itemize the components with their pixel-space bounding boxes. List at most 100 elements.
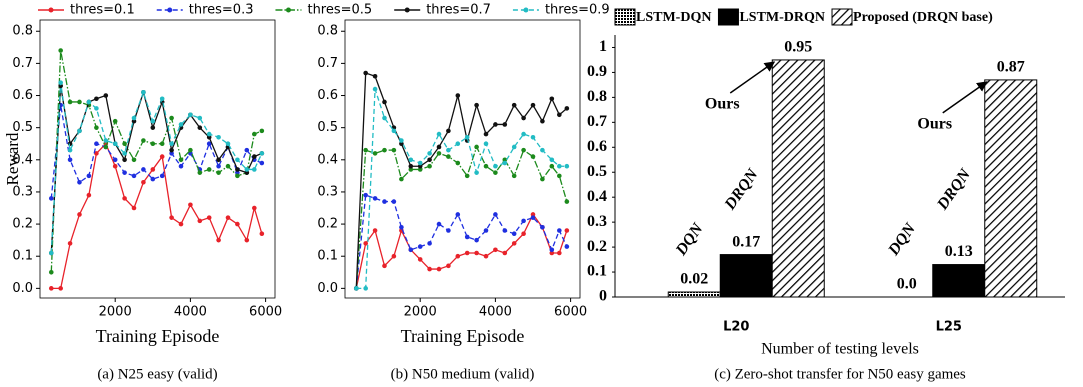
point	[521, 147, 526, 153]
legend-swatch	[717, 8, 739, 26]
point	[141, 180, 146, 185]
point	[159, 154, 165, 159]
point	[502, 250, 508, 256]
point	[464, 173, 470, 179]
point	[112, 141, 118, 147]
point	[197, 115, 203, 121]
point	[67, 241, 73, 246]
bar	[719, 254, 773, 298]
bar	[771, 59, 825, 298]
y-tick-label: 0.6	[317, 88, 338, 103]
y-tick-label: 0.0	[12, 281, 33, 296]
point	[363, 286, 368, 291]
point	[131, 118, 137, 124]
x-tick-label: 6000	[554, 305, 587, 320]
legend-marker	[48, 7, 54, 13]
point	[427, 157, 432, 163]
point	[427, 266, 432, 272]
point	[391, 147, 397, 153]
annotation-arrow	[729, 61, 776, 94]
point	[446, 228, 451, 233]
bar	[932, 264, 986, 298]
bar	[667, 291, 721, 298]
y-tick-label: 0.4	[317, 152, 338, 167]
y-tick-label: 0.2	[587, 238, 607, 255]
point	[446, 154, 451, 159]
point	[382, 99, 387, 105]
point	[48, 269, 54, 275]
point	[399, 138, 404, 143]
annotation: Ours	[705, 96, 740, 113]
legend-swatch	[831, 8, 853, 26]
point	[564, 244, 570, 249]
point	[464, 250, 470, 256]
x-tick-label: L25	[936, 320, 962, 335]
point	[216, 163, 221, 169]
point	[235, 221, 240, 227]
caption: (a) N25 easy (valid)	[97, 366, 217, 382]
point	[382, 199, 387, 204]
point	[131, 205, 137, 211]
point	[94, 96, 99, 102]
value-label: 0.95	[784, 39, 812, 56]
point	[557, 250, 562, 256]
point	[564, 199, 570, 204]
point	[530, 212, 536, 217]
point	[483, 141, 489, 147]
point	[77, 99, 82, 105]
point	[259, 151, 265, 156]
point	[86, 99, 92, 105]
y-axis-label: Reward	[3, 132, 22, 185]
point	[122, 141, 127, 147]
point	[511, 144, 517, 150]
y-tick-label: 0.7	[317, 56, 338, 71]
point	[455, 93, 461, 98]
point	[216, 157, 221, 163]
point	[436, 221, 442, 227]
point	[178, 157, 184, 163]
y-tick-label: 1	[599, 38, 607, 55]
y-tick-label: 0.1	[317, 249, 338, 264]
x-tick-label: 2000	[99, 305, 132, 320]
point	[169, 215, 174, 220]
point	[399, 141, 404, 147]
point	[502, 122, 508, 127]
y-tick-label: 0.5	[587, 163, 607, 180]
point	[122, 151, 127, 156]
y-tick-label: 0.3	[587, 213, 607, 230]
point	[399, 224, 404, 230]
point	[188, 147, 193, 153]
point	[259, 128, 265, 134]
point	[178, 221, 184, 227]
point	[530, 102, 536, 108]
series-line	[50, 85, 263, 254]
point	[408, 247, 414, 253]
point	[557, 112, 562, 118]
series-line	[356, 88, 567, 290]
value-label: 0.87	[997, 59, 1025, 76]
point	[48, 250, 54, 256]
point	[540, 147, 545, 153]
point	[493, 163, 498, 169]
annotation: Ours	[917, 116, 952, 133]
point	[363, 70, 368, 76]
point	[94, 151, 99, 156]
point	[188, 202, 193, 208]
point	[48, 196, 54, 201]
point	[474, 237, 479, 243]
y-tick-label: 0.9	[587, 63, 607, 80]
point	[391, 128, 397, 134]
x-tick-label: 4000	[174, 305, 207, 320]
x-tick-label: 6000	[249, 305, 282, 320]
point	[564, 228, 570, 233]
value-label: 0.13	[945, 243, 973, 260]
point	[159, 173, 165, 179]
point	[408, 157, 414, 163]
point	[122, 196, 127, 201]
point	[511, 173, 517, 179]
point	[511, 241, 517, 246]
y-tick-label: 0.5	[317, 120, 338, 135]
point	[540, 118, 545, 124]
legend-label: LSTM-DQN	[636, 10, 711, 25]
